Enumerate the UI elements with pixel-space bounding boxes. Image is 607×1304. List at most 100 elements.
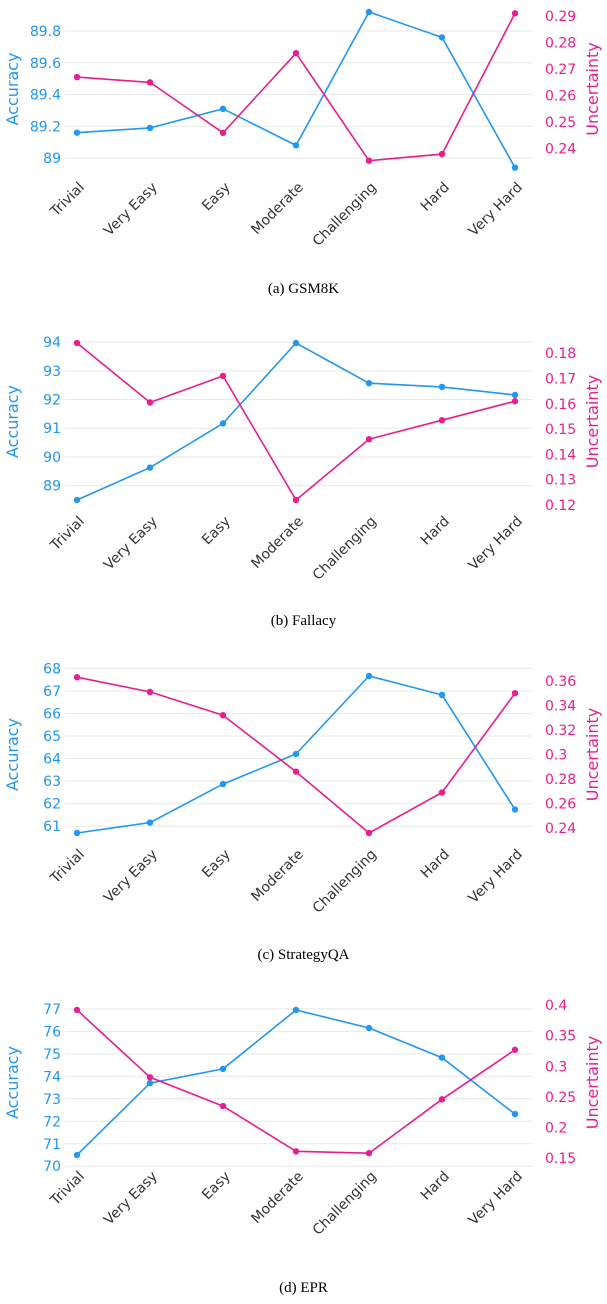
y2-tick-label: 0.16 (545, 397, 576, 413)
data-point-accuracy (292, 142, 300, 149)
data-point-uncertainty (219, 712, 227, 719)
x-tick-label: Challenging (310, 847, 380, 917)
y2-tick-label: 0.18 (545, 346, 576, 362)
chart-panel-strategyqa: 61 62 63 64 65 66 67 68 0.24 0.26 0.28 0.3 0.32 0.34 0… (0, 660, 607, 960)
data-point-accuracy (219, 420, 227, 427)
y2-tick-label: 0.36 (545, 674, 576, 690)
y2-tick-label: 0.13 (545, 473, 576, 489)
x-tick-label: Trivial (47, 180, 88, 221)
y-tick-label: 90 (43, 450, 61, 466)
data-point-uncertainty (73, 674, 81, 681)
y-tick-label: 70 (43, 1159, 61, 1175)
chart-gsm8k: 89 89.2 89.4 89.6 89.8 0.24 0.25 0.26 0.27 0.28 0.… (3, 8, 602, 250)
y2-tick-label: 0.4 (545, 998, 567, 1014)
data-point-accuracy (438, 691, 446, 699)
y2-tick-label: 0.26 (545, 797, 576, 813)
data-point-uncertainty (438, 1096, 446, 1103)
data-point-uncertainty (73, 1006, 81, 1014)
data-point-uncertainty (365, 157, 373, 164)
x-tick-label: Very Hard (466, 514, 526, 574)
y-axis-label: Accuracy (3, 385, 22, 458)
y2-axis-label: Uncertainty (583, 708, 602, 801)
y2-tick-label: 0.14 (545, 447, 576, 463)
data-point-accuracy (511, 391, 519, 399)
x-tick-label: Moderate (248, 180, 306, 238)
data-point-uncertainty (146, 79, 154, 86)
series-line-uncertainty (76, 12, 516, 162)
x-tick-label: Moderate (248, 1169, 306, 1227)
y2-tick-label: 0.26 (545, 89, 576, 105)
y2-tick-label: 0.28 (545, 772, 576, 788)
y2-tick-label: 0.28 (545, 36, 576, 52)
chart-strategyqa: 61 62 63 64 65 66 67 68 0.24 0.26 0.28 0.3 0.32 0.34 0… (3, 661, 602, 917)
y2-axis-label: Uncertainty (583, 1036, 602, 1129)
chart-panel-gsm8k: 89 89.2 89.4 89.6 89.8 0.24 0.25 0.26 0.27 0.28 0.… (0, 0, 607, 300)
caption-epr: (d) EPR (279, 1280, 328, 1296)
y-tick-label: 64 (43, 752, 61, 768)
y2-tick-label: 0.32 (545, 723, 576, 739)
y-tick-label: 65 (43, 729, 61, 745)
data-point-uncertainty (219, 372, 227, 380)
y-tick-label: 91 (43, 421, 61, 437)
y2-tick-label: 0.3 (545, 748, 567, 764)
x-tick-label: Easy (199, 847, 234, 882)
y-tick-label: 76 (43, 1024, 61, 1040)
y-tick-label: 67 (43, 684, 61, 700)
x-tick-label: Moderate (248, 514, 306, 572)
data-point-accuracy (146, 124, 154, 132)
data-point-accuracy (146, 1079, 154, 1087)
data-point-uncertainty (292, 496, 300, 504)
y-tick-label: 93 (43, 364, 61, 380)
data-point-accuracy (73, 829, 81, 837)
y-tick-label: 94 (43, 335, 61, 351)
y2-tick-label: 0.15 (545, 1151, 576, 1167)
y2-tick-label: 0.34 (545, 698, 576, 714)
chart-panel-epr: 70 71 72 73 74 75 76 77 0.15 0.2 0.25 0.3 0.35 0.4 Acc… (0, 996, 607, 1286)
x-tick-label: Easy (199, 514, 234, 549)
data-point-accuracy (511, 1110, 519, 1118)
x-tick-label: Very Easy (101, 514, 161, 574)
y-tick-label: 89.6 (30, 56, 61, 72)
data-point-uncertainty (219, 1102, 227, 1110)
series-line-accuracy (76, 341, 516, 501)
y2-tick-label: 0.15 (545, 422, 576, 438)
x-tick-label: Trivial (47, 514, 88, 555)
data-point-accuracy (219, 105, 227, 113)
data-point-uncertainty (438, 150, 446, 158)
data-point-accuracy (438, 1054, 446, 1061)
y2-tick-label: 0.25 (545, 115, 576, 131)
x-tick-label: Hard (418, 180, 453, 215)
data-point-uncertainty (73, 73, 81, 81)
chart-epr: 70 71 72 73 74 75 76 77 0.15 0.2 0.25 0.3 0.35 0.4 Acc… (3, 998, 602, 1239)
data-point-accuracy (365, 1024, 373, 1032)
data-point-accuracy (73, 1151, 81, 1159)
y-tick-label: 89 (43, 151, 61, 167)
data-point-accuracy (73, 129, 81, 136)
data-point-accuracy (365, 8, 373, 16)
caption-fallacy: (b) Fallacy (270, 613, 337, 629)
data-point-accuracy (365, 379, 373, 387)
y-tick-label: 62 (43, 797, 61, 813)
data-point-accuracy (292, 339, 300, 347)
data-point-accuracy (365, 672, 373, 680)
y-tick-label: 68 (43, 661, 61, 677)
data-point-accuracy (292, 750, 300, 758)
y-tick-label: 89 (43, 479, 61, 495)
data-point-uncertainty (365, 436, 373, 443)
x-tick-label: Challenging (310, 514, 380, 584)
data-point-uncertainty (438, 789, 446, 796)
data-point-uncertainty (511, 689, 519, 697)
y2-tick-label: 0.35 (545, 1029, 576, 1045)
data-point-uncertainty (511, 1046, 519, 1053)
data-point-uncertainty (146, 1074, 154, 1081)
data-point-uncertainty (292, 768, 300, 775)
data-point-uncertainty (292, 49, 300, 57)
data-point-uncertainty (73, 339, 81, 347)
x-tick-label: Easy (199, 180, 234, 215)
data-point-uncertainty (438, 417, 446, 424)
y2-tick-label: 0.3 (545, 1059, 567, 1075)
y-tick-label: 66 (43, 706, 61, 722)
x-tick-label: Challenging (310, 1169, 380, 1239)
y2-tick-label: 0.12 (545, 498, 576, 514)
y2-tick-label: 0.17 (545, 371, 576, 387)
